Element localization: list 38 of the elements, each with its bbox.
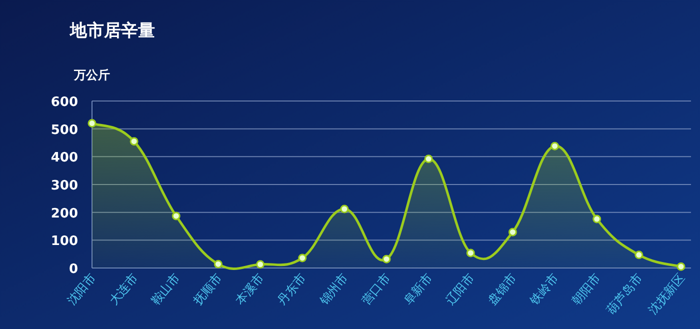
x-tick-label: 锦州市 [316, 270, 351, 308]
point [592, 214, 602, 224]
x-tick-label: 营口市 [358, 270, 393, 308]
y-tick-label: 400 [50, 150, 78, 166]
point [298, 254, 307, 262]
y-tick-label: 200 [50, 206, 78, 222]
point [382, 254, 391, 264]
y-tick-label: 100 [50, 234, 78, 250]
chart-title: 地市居辛量 [69, 21, 155, 41]
x-tick-label: 葫芦岛市 [604, 270, 646, 317]
y-tick-label: 300 [50, 178, 78, 194]
point [634, 250, 644, 260]
x-tick-label: 朝阳市 [569, 270, 604, 308]
x-tick-label: 铁岭市 [526, 270, 562, 308]
point [508, 228, 517, 236]
y-tick-label: 0 [68, 262, 78, 277]
x-tick-label: 大连市 [106, 270, 140, 308]
y-tick-label: 500 [50, 122, 78, 138]
point [676, 262, 686, 271]
point [550, 142, 560, 150]
point [172, 212, 180, 220]
y-axis-title: 万公斤 [73, 68, 110, 82]
x-tick-label: 沈抚新区 [646, 270, 688, 317]
point [88, 119, 96, 128]
x-tick-label: 鞍山市 [148, 270, 182, 308]
x-tick-label: 辽阳市 [443, 270, 477, 308]
point [424, 154, 433, 164]
x-tick-label: 丹东市 [274, 270, 309, 308]
y-tick-label: 600 [50, 95, 78, 110]
point [466, 248, 475, 258]
point [340, 204, 349, 214]
point [130, 137, 138, 146]
x-tick-label: 本溪市 [232, 270, 267, 308]
x-tick-label: 盘锦市 [485, 270, 520, 308]
x-tick-label: 阜新市 [401, 270, 435, 308]
point [214, 260, 222, 268]
x-tick-label: 抚顺市 [190, 270, 225, 308]
point [256, 260, 265, 269]
